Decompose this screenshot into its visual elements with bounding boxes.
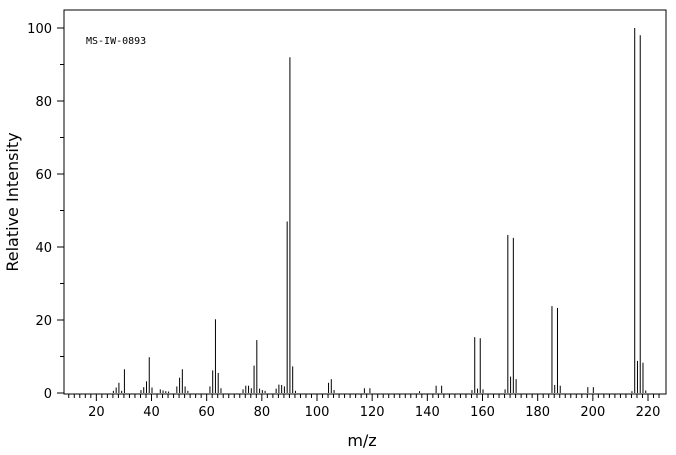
x-tick-label: 20 [88,405,105,420]
y-tick-label: 0 [44,387,52,402]
peak-bars [113,28,645,393]
y-axis-label: Relative Intensity [3,132,22,271]
sample-id-annotation: MS-IW-0893 [86,36,146,47]
x-tick-label: 200 [580,405,605,420]
x-tick-label: 180 [525,405,550,420]
y-tick-label: 100 [27,22,52,37]
x-tick-label: 120 [360,405,385,420]
x-axis-label: m/z [347,431,376,450]
y-tick-label: 80 [35,95,52,110]
x-tick-label: 140 [415,405,440,420]
x-tick-label: 80 [254,405,271,420]
x-tick-label: 60 [198,405,215,420]
x-tick-label: 40 [143,405,160,420]
x-tick-label: 160 [470,405,495,420]
y-tick-label: 40 [35,241,52,256]
plot-frame [64,10,666,394]
x-tick-label: 100 [305,405,330,420]
y-axis-ticks: 0 20 40 60 80 100 [27,22,64,402]
y-tick-label: 60 [35,168,52,183]
x-axis-ticks: 20 40 60 80 100 120 140 160 180 200 220 [69,394,661,420]
y-tick-label: 20 [35,314,52,329]
x-tick-label: 220 [636,405,661,420]
